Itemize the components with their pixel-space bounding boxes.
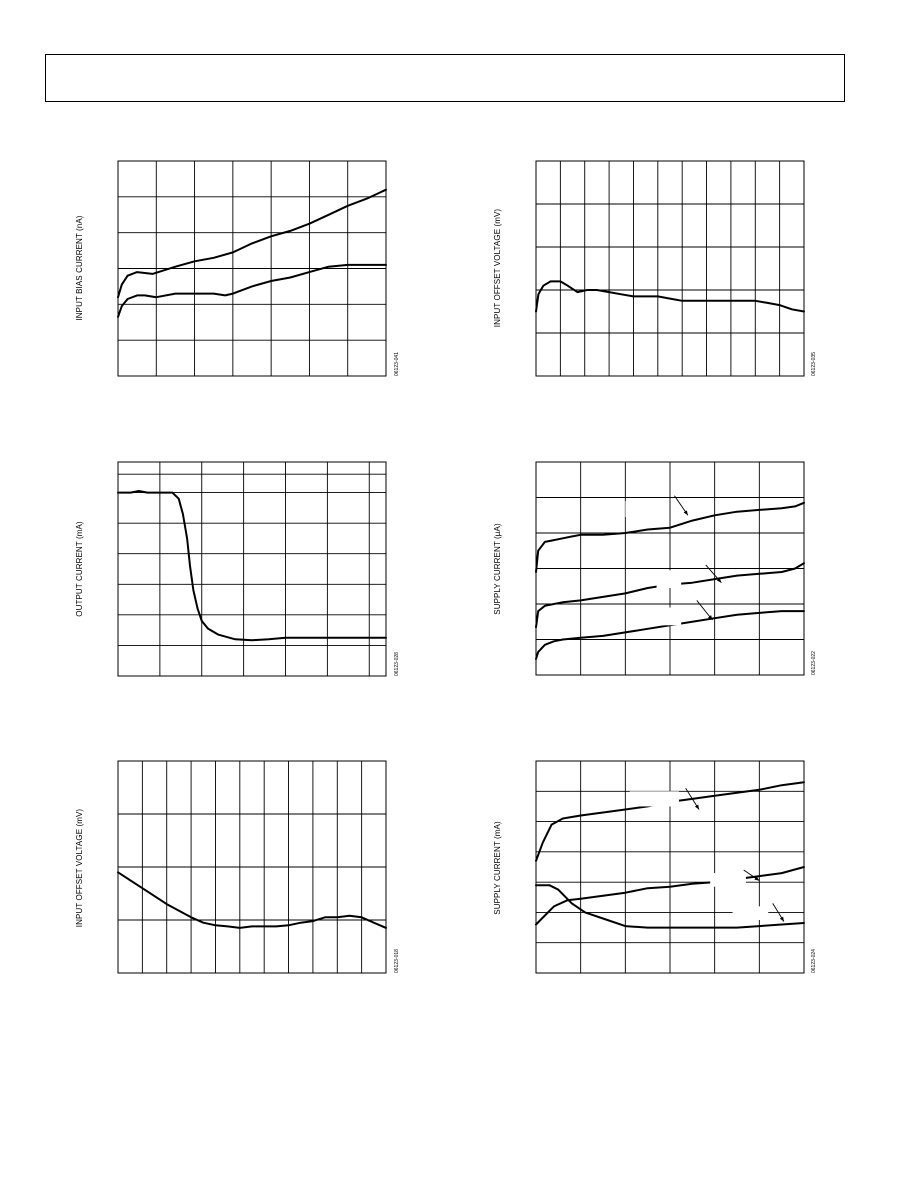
y-axis-label: OUTPUT CURRENT (mA) (75, 521, 84, 617)
series-line-2 (117, 263, 387, 318)
header-box (45, 54, 845, 102)
plot-frame (117, 461, 387, 677)
y-axis-label: INPUT OFFSET VOLTAGE (mV) (493, 209, 502, 328)
annotation-label-area (638, 607, 682, 626)
figure-code: 06123-024 (811, 949, 817, 973)
chart-output-current: OUTPUT CURRENT (mA) 06123-028 (75, 461, 400, 677)
y-axis-label: SUPPLY CURRENT (µA) (493, 523, 502, 615)
annotation-label-area (625, 501, 662, 518)
annotation-label-area (629, 791, 679, 807)
plot-frame (535, 160, 805, 377)
plot-frame (117, 160, 387, 377)
chart-input-offset-voltage-b: INPUT OFFSET VOLTAGE (mV) 06123-018 (75, 760, 400, 974)
figure-code: 06123-035 (811, 352, 817, 376)
chart-supply-current-ma: SUPPLY CURRENT (mA) 06123-024 (493, 760, 817, 974)
figure-code: 06123-018 (394, 949, 400, 973)
plot-frame (535, 760, 805, 974)
series-line-2 (535, 866, 805, 926)
y-axis-label: INPUT BIAS CURRENT (nA) (75, 215, 84, 320)
series-line-2 (535, 562, 805, 629)
figure-code: 06123-022 (811, 651, 817, 675)
annotation-arrowhead (683, 510, 688, 516)
annotation-label-area (732, 906, 769, 920)
annotation-arrowhead (779, 916, 784, 922)
series-line-1 (117, 188, 387, 299)
plot-frame (535, 461, 805, 676)
annotation-label-area (656, 570, 682, 589)
figure-code: 06123-041 (394, 352, 400, 376)
series-line-3 (535, 884, 805, 929)
chart-input-offset-voltage-a: INPUT OFFSET VOLTAGE (mV) 06123-035 (493, 160, 817, 377)
figure-code: 06123-028 (394, 652, 400, 676)
chart-input-bias-current: INPUT BIAS CURRENT (nA) 06123-041 (75, 160, 400, 377)
annotation-arrowhead (694, 804, 700, 810)
y-axis-label: SUPPLY CURRENT (mA) (493, 821, 502, 915)
y-axis-label: INPUT OFFSET VOLTAGE (mV) (75, 809, 84, 928)
series-line-3 (535, 610, 805, 660)
annotation-arrowhead (754, 876, 760, 881)
annotation-label-area (710, 873, 746, 887)
series-line-1 (535, 280, 805, 313)
series-line-1 (117, 871, 387, 929)
chart-supply-current-ua: SUPPLY CURRENT (µA) 06123-022 (493, 461, 817, 676)
plot-frame (117, 760, 387, 974)
series-line-1 (535, 501, 805, 573)
series-line-1 (117, 490, 387, 642)
annotation-arrowhead (716, 577, 722, 583)
